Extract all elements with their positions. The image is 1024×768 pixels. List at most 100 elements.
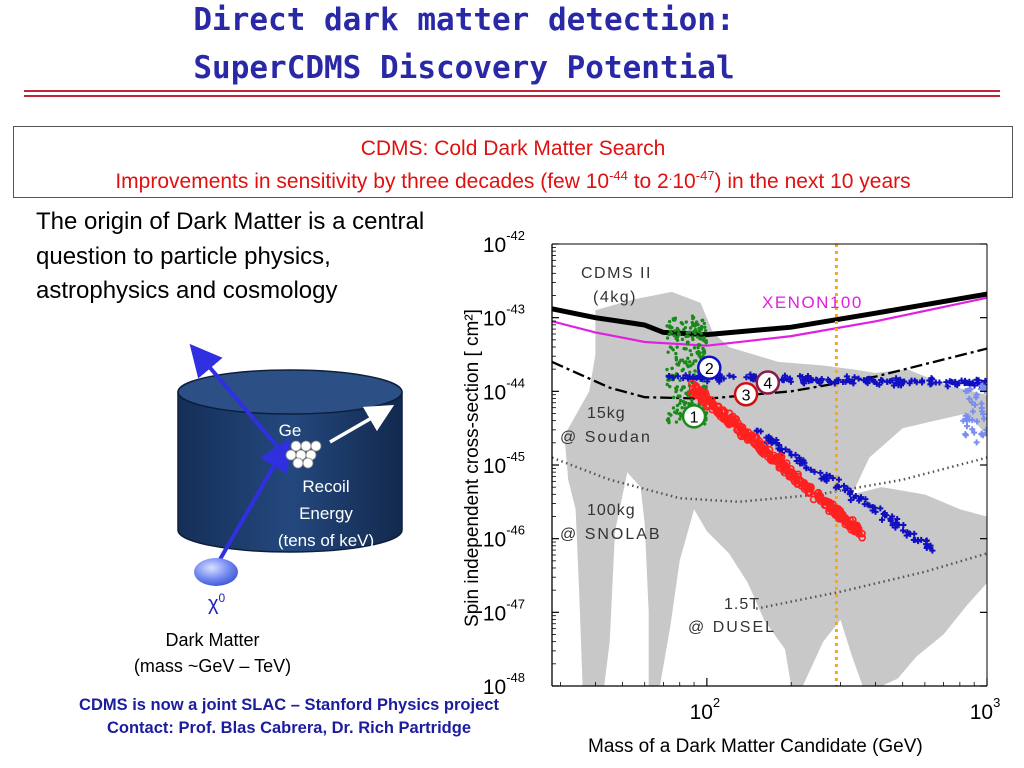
green-point [671, 317, 675, 321]
green-point [700, 318, 704, 323]
red-point [691, 388, 700, 397]
light-blue-point [979, 408, 986, 415]
blue-point [908, 377, 915, 384]
ge-nucleus-icon [285, 440, 322, 469]
green-point [666, 417, 671, 421]
green-point [696, 345, 700, 350]
red-point [799, 479, 808, 488]
blue-point [948, 378, 955, 385]
green-point [702, 351, 707, 355]
box-headline: CDMS: Cold Dark Matter Search [360, 137, 666, 160]
excluded-gray-region [564, 291, 987, 686]
green-point [675, 385, 679, 389]
blue-point [923, 538, 930, 545]
red-point [814, 493, 823, 502]
blue-point [851, 374, 858, 381]
y-axis-label: Spin independent cross-section [ cm²] [462, 309, 483, 627]
blue-point [862, 496, 869, 503]
green-point [702, 384, 706, 388]
chart-annotations: 1 2 34 CDMS II (4kg) XENON100 15kg @ Soudan 100k… [560, 265, 861, 636]
blue-point [831, 379, 838, 386]
y-tick-label: 10-44 [483, 375, 525, 404]
dark-matter-caption-1: Dark Matter [165, 630, 260, 650]
green-point [681, 367, 686, 372]
incoming-particle-track [189, 343, 291, 570]
y-tick-label: 10-46 [483, 523, 525, 552]
green-point [687, 360, 692, 364]
blue-point [693, 374, 700, 381]
blue-point [879, 516, 886, 523]
light-blue-point [962, 431, 969, 438]
red-point [752, 434, 760, 442]
blue-point [850, 380, 857, 387]
light-blue-point [968, 399, 975, 406]
green-point [682, 346, 686, 351]
gray-region-shape [564, 291, 987, 686]
green-point [675, 345, 679, 349]
light-blue-point [983, 385, 987, 392]
green-point [681, 400, 686, 404]
box-detail: Improvements in sensitivity by three dec… [115, 168, 911, 193]
green-point [703, 325, 707, 330]
blue-point [870, 378, 877, 385]
red-point [772, 456, 781, 465]
blue-point [835, 376, 842, 383]
light-blue-point [980, 415, 987, 422]
blue-point [927, 544, 934, 551]
dusel-mass-label: 1.5T [724, 596, 760, 613]
blue-point [840, 482, 847, 489]
green-point [667, 411, 671, 416]
green-point [671, 406, 676, 410]
cdms-ii-label: CDMS II [581, 265, 652, 282]
model-marker-4: 4 [755, 370, 781, 395]
blue-point [817, 469, 824, 476]
green-point [674, 420, 679, 424]
recoil-arrow [329, 405, 395, 444]
red-point [850, 526, 858, 535]
summary-box: CDMS: Cold Dark Matter Search Improvemen… [13, 126, 1013, 198]
red-point [773, 453, 782, 461]
blue-point [674, 373, 681, 380]
green-point [683, 325, 688, 330]
green-point [675, 338, 680, 343]
green-point [704, 341, 708, 345]
green-point [678, 394, 682, 398]
recoil-label-1: Recoil [302, 477, 349, 496]
cdms-ii-limit-curve [552, 291, 987, 338]
green-point [685, 363, 689, 367]
red-point [739, 431, 748, 439]
y-tick-label: 10-43 [483, 302, 525, 331]
green-point [687, 401, 691, 406]
green-point [684, 320, 689, 324]
red-point [854, 525, 863, 533]
blue-point [847, 497, 854, 504]
blue-point [784, 375, 791, 382]
ge-label: Ge [279, 421, 302, 440]
green-point [680, 406, 684, 410]
blue-point [765, 433, 772, 440]
blue-point [903, 532, 910, 539]
light-blue-point [971, 429, 978, 436]
dark-matter-particle-icon [194, 558, 238, 586]
green-point [675, 411, 679, 415]
red-point [687, 389, 696, 398]
title-divider-bottom [24, 95, 1000, 97]
blue-point [773, 440, 780, 447]
detector-illustration: Ge Recoil Energy (tens of keV) χ0 [177, 343, 403, 615]
green-point [668, 384, 672, 389]
recoil-label-3: (tens of keV) [278, 531, 374, 550]
blue-point [884, 378, 891, 385]
marker-ring [733, 382, 759, 407]
green-point [678, 412, 682, 416]
red-point [754, 443, 762, 451]
green-point [692, 359, 697, 363]
blue-point [782, 446, 789, 453]
blue-point [803, 465, 810, 472]
y-tick-label: 10-42 [483, 228, 525, 257]
green-point [702, 321, 707, 326]
light-blue-point [973, 418, 980, 425]
blue-point [914, 537, 921, 544]
red-point [782, 464, 790, 473]
blue-point [666, 372, 673, 379]
green-point [680, 337, 685, 342]
